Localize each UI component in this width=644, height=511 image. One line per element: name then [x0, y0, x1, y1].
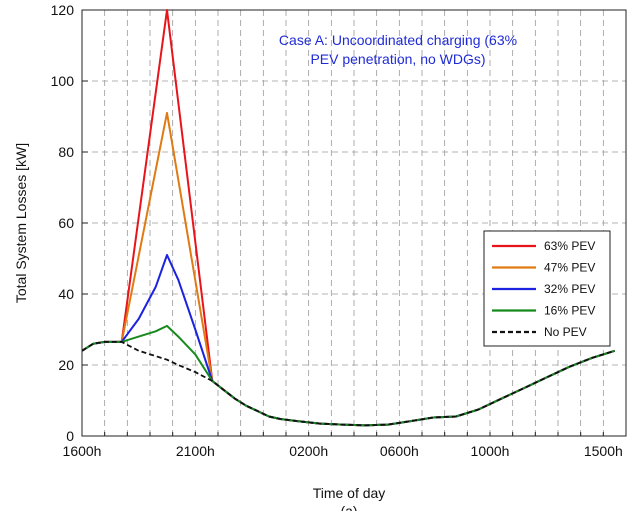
x-tick-label: 1500h [584, 443, 623, 459]
x-tick-label: 0600h [380, 443, 419, 459]
chart-annotation-line-2: PEV penetration, no WDGs) [310, 51, 485, 67]
y-tick-label: 100 [51, 73, 75, 89]
y-tick-label: 0 [66, 428, 74, 444]
y-tick-label: 20 [58, 357, 74, 373]
x-tick-label: 0200h [289, 443, 328, 459]
y-axis-title: Total System Losses [kW] [13, 143, 29, 303]
legend-label: 63% PEV [544, 239, 595, 253]
grid-lines [82, 10, 626, 436]
legend: 63% PEV 47% PEV 32% PEV 16% PEV No PEV [483, 230, 611, 347]
legend-label: No PEV [544, 325, 587, 339]
x-tick-label: 1000h [471, 443, 510, 459]
y-tick-label: 60 [58, 215, 74, 231]
x-axis: 1600h 2100h 0200h 0600h 1000h 1500h [63, 432, 627, 459]
legend-label: 32% PEV [544, 282, 595, 296]
chart-annotation-line-1: Case A: Uncoordinated charging (63% [279, 32, 517, 48]
y-tick-label: 80 [58, 144, 74, 160]
y-tick-label: 40 [58, 286, 74, 302]
series-lines [81, 9, 615, 427]
y-axis: 0 20 40 60 80 100 120 [51, 2, 88, 444]
series-line-63-pev [81, 9, 615, 427]
x-axis-title: Time of day [313, 485, 386, 501]
figure-caption: (a) [340, 503, 357, 511]
x-tick-label: 1600h [63, 443, 102, 459]
series-line-no-pev [81, 340, 615, 427]
legend-label: 47% PEV [544, 261, 595, 275]
y-tick-label: 120 [51, 2, 75, 18]
legend-label: 16% PEV [544, 304, 595, 318]
x-tick-label: 2100h [176, 443, 215, 459]
